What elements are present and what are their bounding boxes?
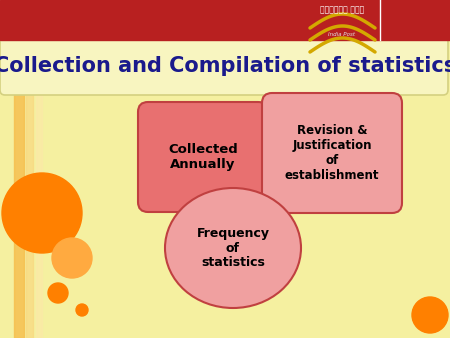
Text: Collected
Annually: Collected Annually xyxy=(168,143,238,171)
Circle shape xyxy=(2,173,82,253)
Circle shape xyxy=(52,238,92,278)
Text: Revision &
Justification
of
establishment: Revision & Justification of establishmen… xyxy=(285,124,379,182)
FancyBboxPatch shape xyxy=(0,37,448,95)
FancyBboxPatch shape xyxy=(138,102,268,212)
Bar xyxy=(14,50,24,338)
Bar xyxy=(36,50,42,338)
Circle shape xyxy=(48,283,68,303)
Circle shape xyxy=(76,304,88,316)
Text: Frequency
of
statistics: Frequency of statistics xyxy=(197,226,270,269)
FancyBboxPatch shape xyxy=(262,93,402,213)
Circle shape xyxy=(412,297,448,333)
Text: India Post: India Post xyxy=(328,32,356,37)
Bar xyxy=(0,0,450,40)
Bar xyxy=(26,50,33,338)
Text: Collection and Compilation of statistics: Collection and Compilation of statistics xyxy=(0,56,450,76)
Ellipse shape xyxy=(165,188,301,308)
Text: भारतीय डाक: भारतीय डाक xyxy=(320,5,364,14)
